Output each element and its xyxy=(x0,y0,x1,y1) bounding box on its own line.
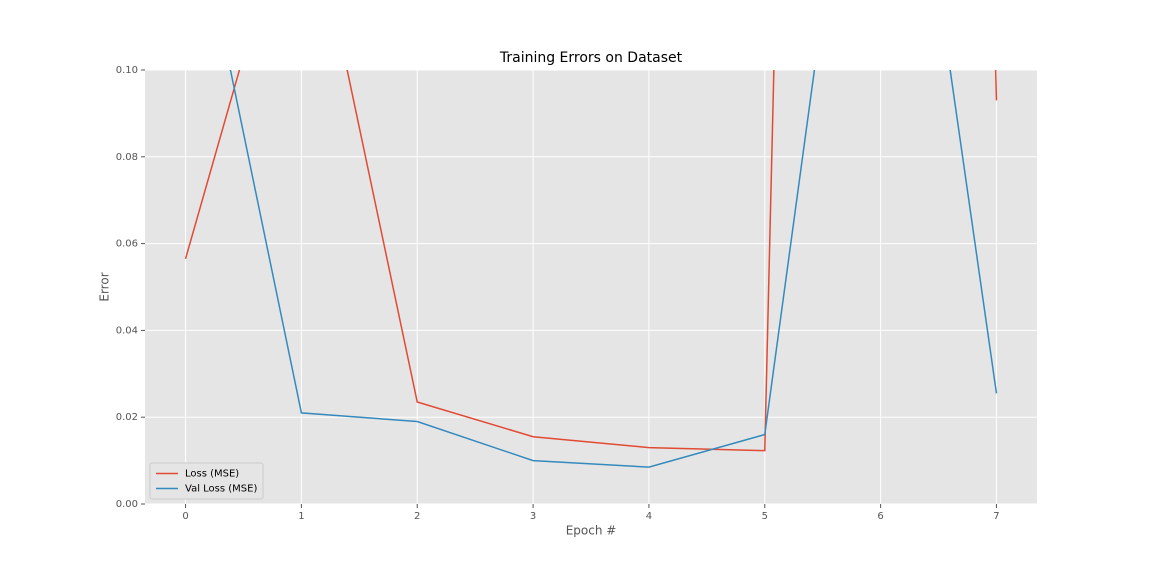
x-tick-label: 1 xyxy=(298,511,304,522)
series-line xyxy=(184,70,998,452)
legend-label: Val Loss (MSE) xyxy=(185,484,257,495)
series-line xyxy=(229,70,998,468)
x-tick-label: 6 xyxy=(877,511,883,522)
x-tick-label: 2 xyxy=(414,511,420,522)
legend-label: Loss (MSE) xyxy=(185,469,239,480)
x-tick-label: 3 xyxy=(530,511,536,522)
plot-area xyxy=(145,70,1037,504)
legend-box xyxy=(149,462,264,500)
x-tick-label: 4 xyxy=(646,511,652,522)
y-tick-label: 0.06 xyxy=(116,239,138,250)
x-tick-label: 0 xyxy=(182,511,188,522)
grid xyxy=(145,69,1037,505)
legend: Loss (MSE) Val Loss (MSE) xyxy=(149,462,264,500)
chart-title: Training Errors on Dataset xyxy=(499,50,683,66)
lines xyxy=(184,70,998,468)
x-axis-title: Epoch # xyxy=(566,524,617,538)
x-tick-label: 5 xyxy=(762,511,768,522)
y-axis-title: Error xyxy=(98,272,112,301)
y-tick-label: 0.10 xyxy=(116,65,138,76)
x-tick-label: 7 xyxy=(993,511,999,522)
y-tick-label: 0.04 xyxy=(116,325,138,336)
y-tick-label: 0.02 xyxy=(116,412,138,423)
y-tick-label: 0.08 xyxy=(116,152,138,163)
y-tick-label: 0.00 xyxy=(116,499,138,510)
